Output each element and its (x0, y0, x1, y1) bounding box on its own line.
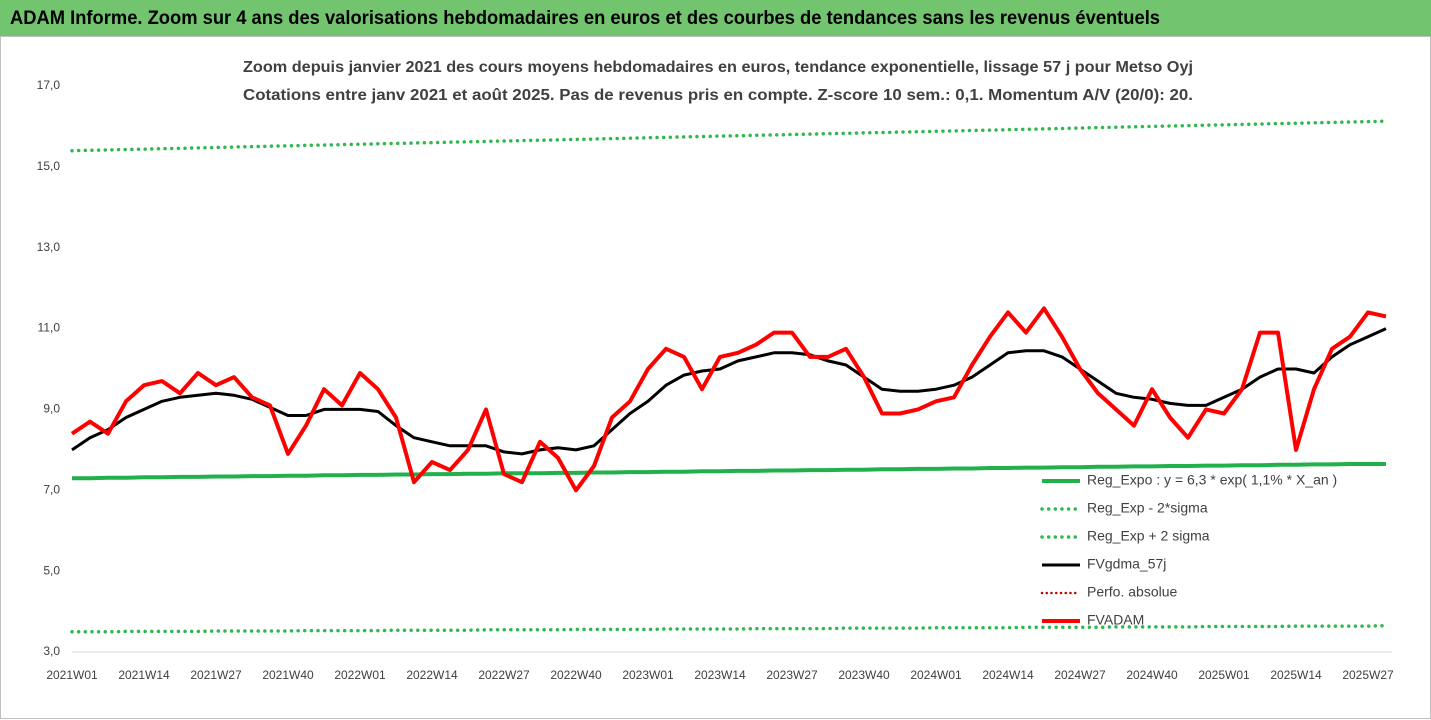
header-bar (0, 0, 1431, 36)
chart-subtitle: Cotations entre janv 2021 et août 2025. … (243, 87, 1193, 104)
y-tick-label: 11,0 (38, 321, 61, 335)
y-tick-label: 3,0 (43, 644, 60, 658)
y-tick-label: 13,0 (37, 240, 61, 254)
y-tick-label: 17,0 (37, 78, 61, 92)
legend-label: FVgdma_57j (1087, 556, 1166, 572)
x-tick-label: 2021W01 (46, 668, 98, 682)
x-tick-label: 2021W40 (262, 668, 314, 682)
x-tick-label: 2021W14 (118, 668, 170, 682)
y-tick-label: 9,0 (43, 402, 60, 416)
x-tick-label: 2022W01 (334, 668, 386, 682)
x-tick-label: 2025W27 (1342, 668, 1394, 682)
x-tick-label: 2025W01 (1198, 668, 1250, 682)
header-title: ADAM Informe. Zoom sur 4 ans des valoris… (10, 8, 1160, 29)
plot: 3,0 5,0 7,0 9,0 11,0 13,0 15,0 17,0 2021W01 2021W… (37, 78, 1394, 682)
legend-label: Reg_Exp + 2 sigma (1087, 528, 1210, 544)
x-tick-label: 2022W27 (478, 668, 530, 682)
chart-title: Zoom depuis janvier 2021 des cours moyen… (243, 59, 1193, 76)
x-tick-label: 2024W40 (1126, 668, 1178, 682)
x-tick-label: 2023W14 (694, 668, 746, 682)
x-tick-label: 2024W14 (982, 668, 1034, 682)
x-tick-label: 2024W01 (910, 668, 962, 682)
legend-label: FVADAM (1087, 612, 1144, 628)
y-tick-label: 5,0 (43, 563, 60, 577)
legend-label: Perfo. absolue (1087, 584, 1177, 600)
series-line (72, 462, 1386, 481)
x-tick-label: 2023W40 (838, 668, 890, 682)
series-line (70, 119, 1388, 153)
y-tick-label: 15,0 (37, 159, 61, 173)
x-tick-label: 2022W14 (406, 668, 458, 682)
x-tick-label: 2021W27 (190, 668, 242, 682)
series-line (70, 623, 1388, 634)
x-tick-label: 2023W01 (622, 668, 674, 682)
series-line (70, 306, 1387, 493)
x-tick-label: 2022W40 (550, 668, 602, 682)
y-tick-label: 7,0 (43, 482, 60, 496)
series-line (71, 327, 1387, 456)
x-tick-label: 2025W14 (1270, 668, 1322, 682)
legend-label: Reg_Exp - 2*sigma (1087, 500, 1208, 516)
chart-frame (0, 36, 1431, 719)
legend-label: Reg_Expo : y = 6,3 * exp( 1,1% * X_an ) (1087, 472, 1337, 488)
x-tick-label: 2023W27 (766, 668, 818, 682)
x-tick-label: 2024W27 (1054, 668, 1106, 682)
